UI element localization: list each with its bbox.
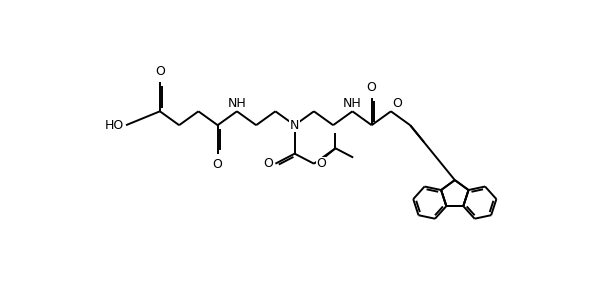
- Text: O: O: [213, 158, 223, 170]
- Text: O: O: [263, 157, 273, 170]
- Text: NH: NH: [343, 97, 362, 110]
- Text: O: O: [316, 157, 326, 170]
- Text: O: O: [155, 65, 165, 78]
- Text: N: N: [290, 119, 299, 132]
- Text: O: O: [392, 97, 402, 110]
- Text: HO: HO: [105, 119, 125, 132]
- Text: O: O: [367, 82, 376, 94]
- Text: NH: NH: [227, 97, 246, 110]
